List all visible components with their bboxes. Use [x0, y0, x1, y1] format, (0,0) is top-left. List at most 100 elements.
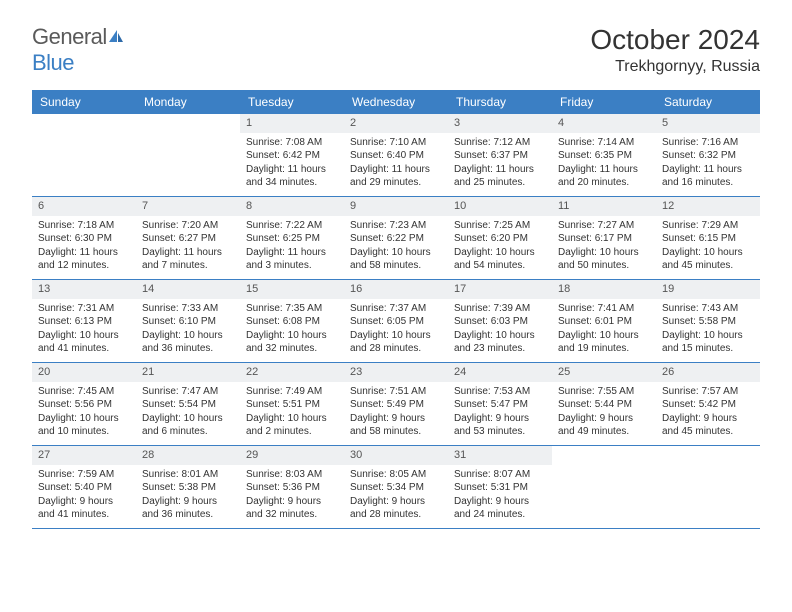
sunset-text: Sunset: 5:34 PM — [350, 481, 442, 495]
sunrise-text: Sunrise: 7:57 AM — [662, 385, 754, 399]
sunset-text: Sunset: 6:01 PM — [558, 315, 650, 329]
day-body: Sunrise: 7:35 AMSunset: 6:08 PMDaylight:… — [240, 299, 344, 360]
day-body: Sunrise: 7:43 AMSunset: 5:58 PMDaylight:… — [656, 299, 760, 360]
day-number: 3 — [448, 114, 552, 133]
daylight-text: Daylight: 10 hours and 50 minutes. — [558, 246, 650, 273]
day-cell: 20Sunrise: 7:45 AMSunset: 5:56 PMDayligh… — [32, 363, 136, 445]
day-body: Sunrise: 7:45 AMSunset: 5:56 PMDaylight:… — [32, 382, 136, 443]
sunrise-text: Sunrise: 7:23 AM — [350, 219, 442, 233]
day-cell: 23Sunrise: 7:51 AMSunset: 5:49 PMDayligh… — [344, 363, 448, 445]
sunset-text: Sunset: 6:27 PM — [142, 232, 234, 246]
day-number: 20 — [32, 363, 136, 382]
day-body: Sunrise: 7:27 AMSunset: 6:17 PMDaylight:… — [552, 216, 656, 277]
sunset-text: Sunset: 6:35 PM — [558, 149, 650, 163]
weekday-label: Thursday — [448, 90, 552, 114]
day-body: Sunrise: 7:39 AMSunset: 6:03 PMDaylight:… — [448, 299, 552, 360]
day-number: 23 — [344, 363, 448, 382]
day-cell: 5Sunrise: 7:16 AMSunset: 6:32 PMDaylight… — [656, 114, 760, 196]
day-number: 25 — [552, 363, 656, 382]
week-row: 13Sunrise: 7:31 AMSunset: 6:13 PMDayligh… — [32, 280, 760, 363]
daylight-text: Daylight: 10 hours and 28 minutes. — [350, 329, 442, 356]
day-cell: 18Sunrise: 7:41 AMSunset: 6:01 PMDayligh… — [552, 280, 656, 362]
day-cell: 6Sunrise: 7:18 AMSunset: 6:30 PMDaylight… — [32, 197, 136, 279]
day-body: Sunrise: 7:41 AMSunset: 6:01 PMDaylight:… — [552, 299, 656, 360]
day-number: 13 — [32, 280, 136, 299]
sunset-text: Sunset: 5:56 PM — [38, 398, 130, 412]
day-body: Sunrise: 7:20 AMSunset: 6:27 PMDaylight:… — [136, 216, 240, 277]
day-cell: 21Sunrise: 7:47 AMSunset: 5:54 PMDayligh… — [136, 363, 240, 445]
day-body: Sunrise: 7:47 AMSunset: 5:54 PMDaylight:… — [136, 382, 240, 443]
sunrise-text: Sunrise: 7:29 AM — [662, 219, 754, 233]
week-row: 6Sunrise: 7:18 AMSunset: 6:30 PMDaylight… — [32, 197, 760, 280]
sunset-text: Sunset: 5:47 PM — [454, 398, 546, 412]
day-number: 11 — [552, 197, 656, 216]
day-number: 5 — [656, 114, 760, 133]
daylight-text: Daylight: 10 hours and 19 minutes. — [558, 329, 650, 356]
day-cell: 28Sunrise: 8:01 AMSunset: 5:38 PMDayligh… — [136, 446, 240, 528]
week-row: 1Sunrise: 7:08 AMSunset: 6:42 PMDaylight… — [32, 114, 760, 197]
logo-sail-icon — [107, 24, 125, 50]
daylight-text: Daylight: 10 hours and 6 minutes. — [142, 412, 234, 439]
day-cell: 14Sunrise: 7:33 AMSunset: 6:10 PMDayligh… — [136, 280, 240, 362]
daylight-text: Daylight: 10 hours and 23 minutes. — [454, 329, 546, 356]
sunrise-text: Sunrise: 8:03 AM — [246, 468, 338, 482]
daylight-text: Daylight: 10 hours and 54 minutes. — [454, 246, 546, 273]
sunrise-text: Sunrise: 7:55 AM — [558, 385, 650, 399]
day-body: Sunrise: 8:05 AMSunset: 5:34 PMDaylight:… — [344, 465, 448, 526]
day-body: Sunrise: 7:16 AMSunset: 6:32 PMDaylight:… — [656, 133, 760, 194]
day-number: 4 — [552, 114, 656, 133]
day-cell — [656, 446, 760, 528]
sunset-text: Sunset: 6:32 PM — [662, 149, 754, 163]
sunset-text: Sunset: 5:44 PM — [558, 398, 650, 412]
logo-word1: General — [32, 24, 107, 49]
day-body: Sunrise: 8:07 AMSunset: 5:31 PMDaylight:… — [448, 465, 552, 526]
daylight-text: Daylight: 11 hours and 12 minutes. — [38, 246, 130, 273]
sunrise-text: Sunrise: 8:01 AM — [142, 468, 234, 482]
sunset-text: Sunset: 6:40 PM — [350, 149, 442, 163]
day-number: 28 — [136, 446, 240, 465]
day-number: 1 — [240, 114, 344, 133]
day-number: 27 — [32, 446, 136, 465]
sunrise-text: Sunrise: 7:16 AM — [662, 136, 754, 150]
sunrise-text: Sunrise: 7:49 AM — [246, 385, 338, 399]
sunset-text: Sunset: 6:13 PM — [38, 315, 130, 329]
day-number: 21 — [136, 363, 240, 382]
day-body: Sunrise: 7:51 AMSunset: 5:49 PMDaylight:… — [344, 382, 448, 443]
sunset-text: Sunset: 6:10 PM — [142, 315, 234, 329]
sunrise-text: Sunrise: 7:22 AM — [246, 219, 338, 233]
day-cell — [136, 114, 240, 196]
day-body: Sunrise: 7:53 AMSunset: 5:47 PMDaylight:… — [448, 382, 552, 443]
day-cell: 27Sunrise: 7:59 AMSunset: 5:40 PMDayligh… — [32, 446, 136, 528]
day-cell: 15Sunrise: 7:35 AMSunset: 6:08 PMDayligh… — [240, 280, 344, 362]
day-number: 18 — [552, 280, 656, 299]
day-number: 9 — [344, 197, 448, 216]
weekday-label: Saturday — [656, 90, 760, 114]
sunrise-text: Sunrise: 7:12 AM — [454, 136, 546, 150]
sunrise-text: Sunrise: 7:47 AM — [142, 385, 234, 399]
daylight-text: Daylight: 10 hours and 2 minutes. — [246, 412, 338, 439]
weekday-label: Tuesday — [240, 90, 344, 114]
day-number: 30 — [344, 446, 448, 465]
day-number: 10 — [448, 197, 552, 216]
day-body: Sunrise: 7:18 AMSunset: 6:30 PMDaylight:… — [32, 216, 136, 277]
day-body: Sunrise: 7:23 AMSunset: 6:22 PMDaylight:… — [344, 216, 448, 277]
sunset-text: Sunset: 5:31 PM — [454, 481, 546, 495]
sunrise-text: Sunrise: 7:18 AM — [38, 219, 130, 233]
sunrise-text: Sunrise: 7:33 AM — [142, 302, 234, 316]
day-body: Sunrise: 7:29 AMSunset: 6:15 PMDaylight:… — [656, 216, 760, 277]
day-cell: 1Sunrise: 7:08 AMSunset: 6:42 PMDaylight… — [240, 114, 344, 196]
daylight-text: Daylight: 11 hours and 7 minutes. — [142, 246, 234, 273]
sunrise-text: Sunrise: 8:07 AM — [454, 468, 546, 482]
sunset-text: Sunset: 5:42 PM — [662, 398, 754, 412]
day-body: Sunrise: 8:03 AMSunset: 5:36 PMDaylight:… — [240, 465, 344, 526]
sunset-text: Sunset: 6:05 PM — [350, 315, 442, 329]
sunrise-text: Sunrise: 7:20 AM — [142, 219, 234, 233]
day-cell: 8Sunrise: 7:22 AMSunset: 6:25 PMDaylight… — [240, 197, 344, 279]
daylight-text: Daylight: 9 hours and 49 minutes. — [558, 412, 650, 439]
calendar: SundayMondayTuesdayWednesdayThursdayFrid… — [32, 90, 760, 529]
day-number: 2 — [344, 114, 448, 133]
day-body: Sunrise: 7:59 AMSunset: 5:40 PMDaylight:… — [32, 465, 136, 526]
sunrise-text: Sunrise: 7:39 AM — [454, 302, 546, 316]
daylight-text: Daylight: 11 hours and 16 minutes. — [662, 163, 754, 190]
sunrise-text: Sunrise: 7:08 AM — [246, 136, 338, 150]
